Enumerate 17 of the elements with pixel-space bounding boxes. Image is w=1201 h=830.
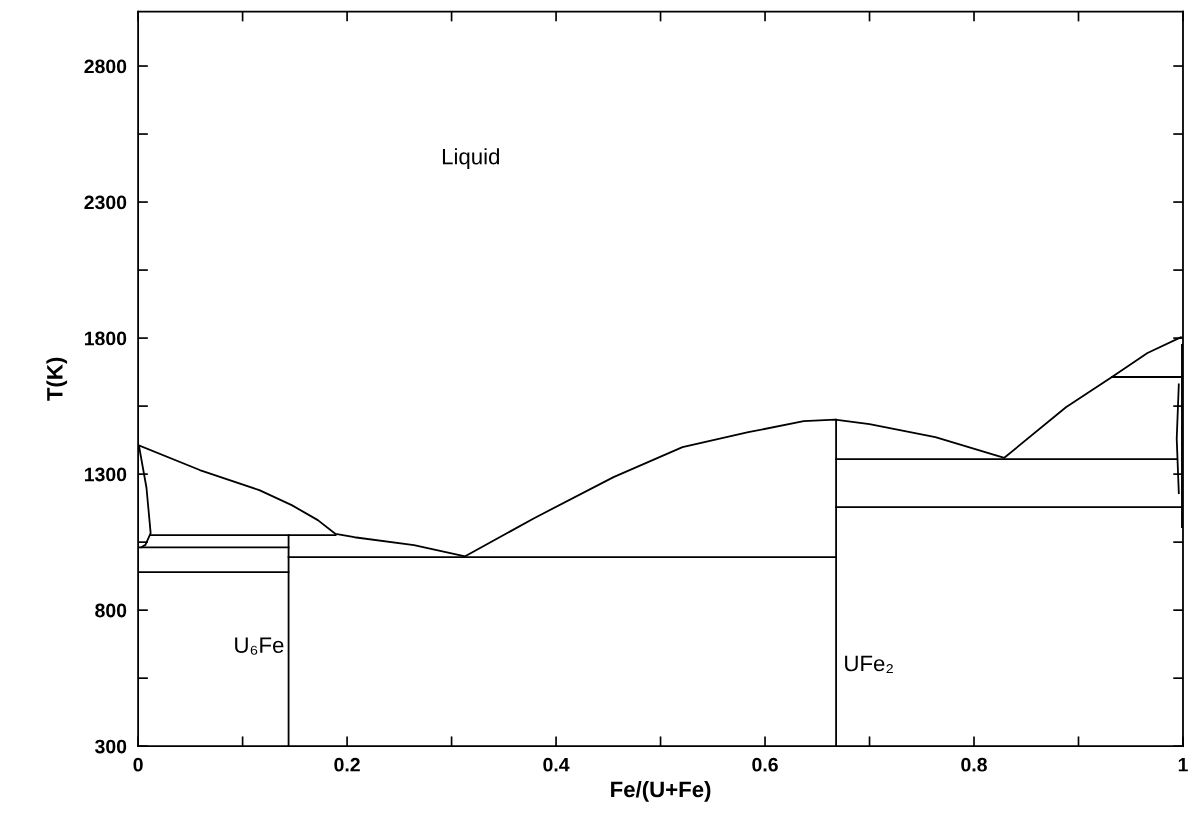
annotation: UFe₂ xyxy=(845,655,893,674)
y-tick-label: 800 xyxy=(95,603,127,618)
x-tick-label: 0.2 xyxy=(334,757,360,772)
y-tick-label: 2300 xyxy=(84,195,127,210)
y-axis-title: T(K) xyxy=(46,357,68,401)
x-tick-label: 0 xyxy=(133,757,143,772)
x-tick-label: 1 xyxy=(1178,758,1188,772)
y-tick-label: 2800 xyxy=(84,59,127,74)
y-tick-label: 300 xyxy=(95,739,127,754)
annotation: U₆Fe xyxy=(235,637,284,655)
y-tick-label: 1800 xyxy=(84,331,127,346)
annotation: Liquid xyxy=(442,148,500,169)
x-axis-title: Fe/(U+Fe) xyxy=(611,780,711,802)
y-tick-label: 1300 xyxy=(84,467,127,482)
x-tick-label: 0.8 xyxy=(961,757,987,772)
x-tick-label: 0.4 xyxy=(543,757,570,772)
x-tick-label: 0.6 xyxy=(752,757,778,772)
